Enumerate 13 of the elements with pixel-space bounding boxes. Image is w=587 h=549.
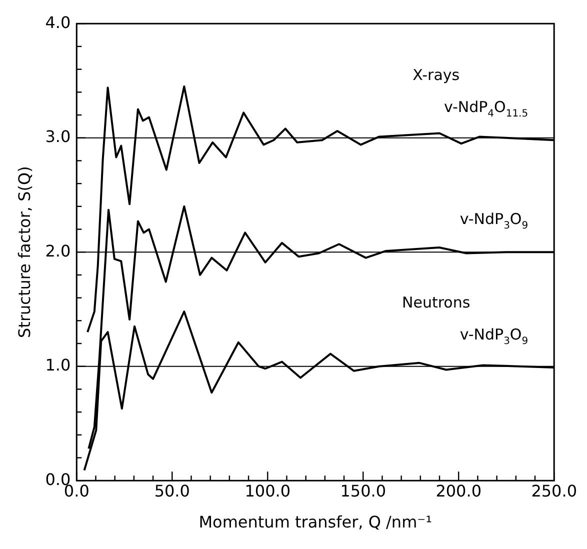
y-tick-label: 2.0 [45,241,71,260]
y-axis-title: Structure factor, S(Q) [14,166,34,338]
annotation: Neutrons [402,293,470,312]
x-tick-label: 50.0 [154,481,190,500]
y-tick-label: 1.0 [45,356,71,375]
x-tick-label: 100.0 [244,481,291,500]
x-tick-label: 250.0 [531,481,578,500]
y-tick-label: 4.0 [45,12,71,32]
x-axis-title: Momentum transfer, Q /nm⁻¹ [198,512,432,532]
annotation: X-rays [412,66,460,84]
x-tick-label: 200.0 [436,481,482,500]
x-tick-label: 150.0 [340,481,386,500]
y-tick-label: 3.0 [45,127,71,146]
